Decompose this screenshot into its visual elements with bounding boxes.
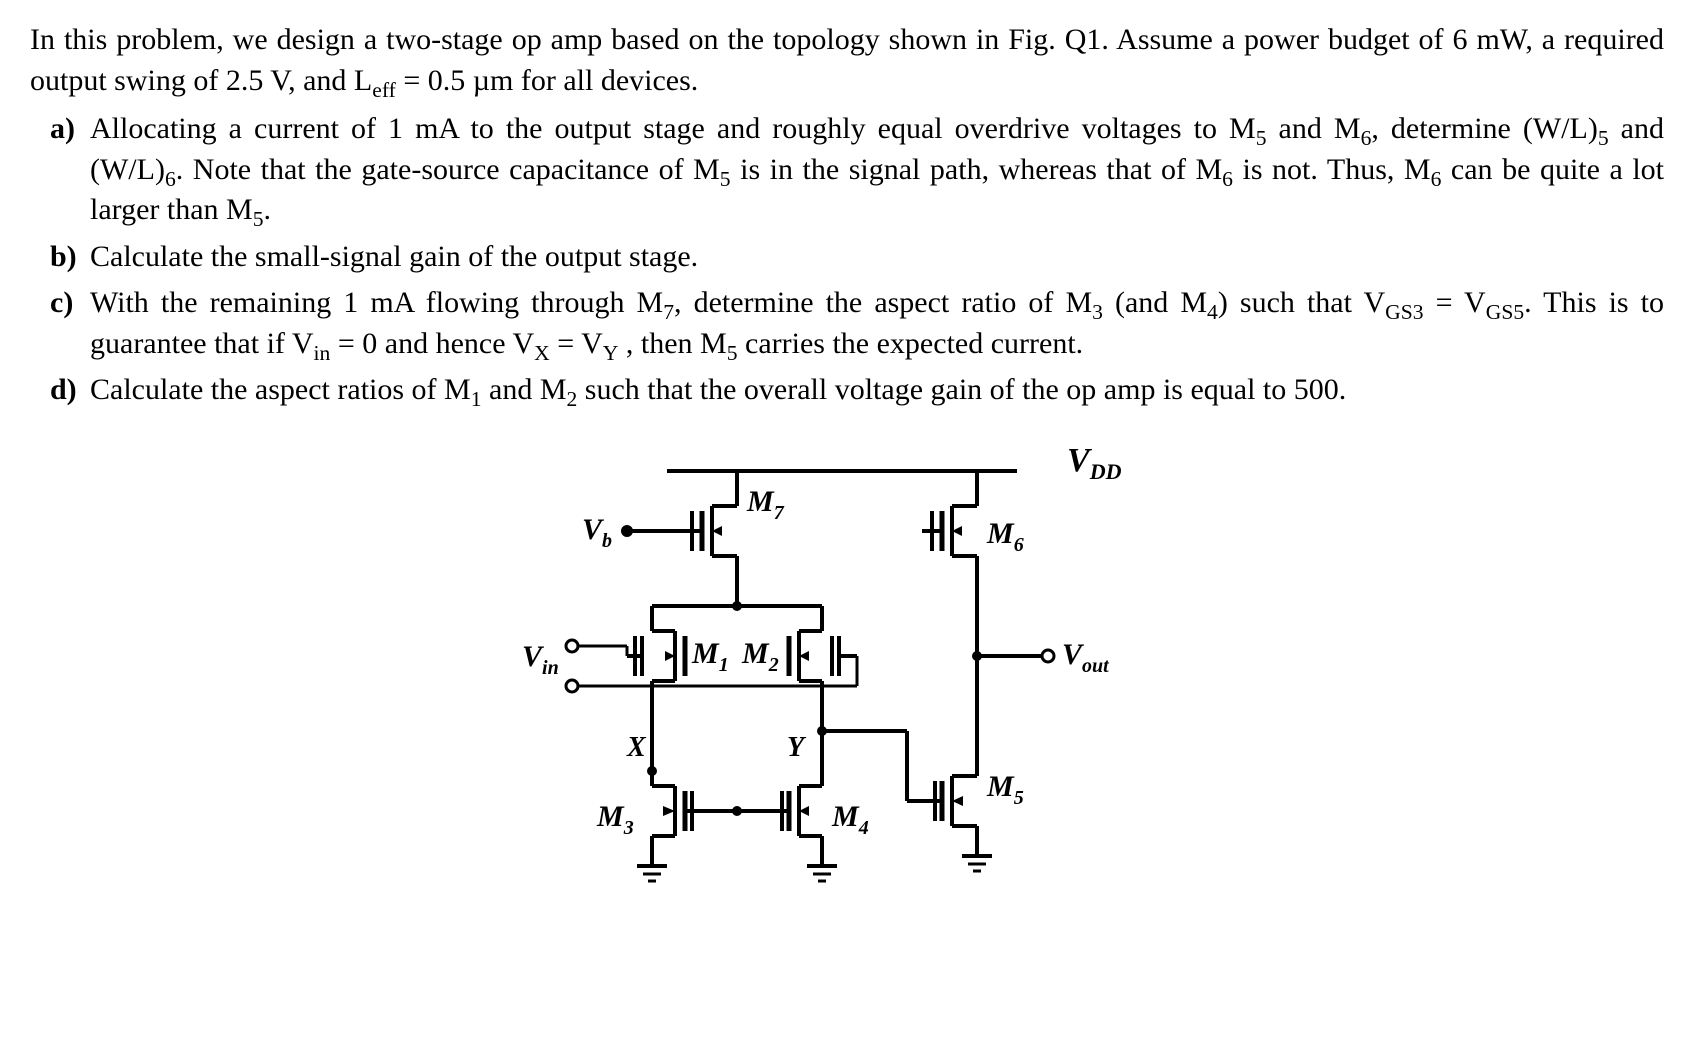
question-a-text: Allocating a current of 1 mA to the outp… [90, 112, 1664, 226]
question-c-label: c) [50, 283, 73, 324]
ground-m5 [962, 856, 992, 871]
m3-label: M3 [596, 800, 634, 839]
m4-label: M4 [831, 800, 869, 839]
m7-label: M7 [746, 485, 785, 524]
question-b-label: b) [50, 237, 77, 278]
node-y-label: Y [787, 732, 807, 763]
question-c-text: With the remaining 1 mA flowing through … [90, 286, 1664, 360]
m2-label: M2 [741, 637, 779, 676]
ground-m4 [807, 866, 837, 881]
question-list: a) Allocating a current of 1 mA to the o… [30, 109, 1664, 411]
node-x-label: X [626, 732, 647, 763]
page: In this problem, we design a two-stage o… [0, 0, 1694, 951]
question-c: c) With the remaining 1 mA flowing throu… [90, 283, 1664, 364]
circuit-figure: VDD M7 Vb [30, 431, 1664, 931]
m1-label: M1 [691, 637, 729, 676]
vb-label: Vb [582, 513, 612, 552]
vdd-label: VDD [1067, 442, 1122, 484]
transistor-m1 [627, 631, 685, 681]
question-d: d) Calculate the aspect ratios of M1 and… [90, 370, 1664, 411]
ground-m3 [637, 866, 667, 881]
vout-label: Vout [1062, 638, 1110, 677]
transistor-m2 [789, 631, 857, 681]
vin-label: Vin [522, 640, 559, 679]
transistor-m6 [922, 506, 977, 556]
transistor-m4 [757, 786, 822, 836]
question-a-label: a) [50, 109, 75, 150]
question-d-text: Calculate the aspect ratios of M1 and M2… [90, 373, 1346, 406]
vin-plus-terminal [566, 640, 578, 652]
m5-label: M5 [986, 770, 1024, 809]
question-d-label: d) [50, 370, 77, 411]
transistor-m5 [907, 776, 977, 826]
transistor-m3 [652, 786, 717, 836]
m6-label: M6 [986, 517, 1024, 556]
problem-intro: In this problem, we design a two-stage o… [30, 20, 1664, 101]
question-b: b) Calculate the small-signal gain of th… [90, 237, 1664, 278]
circuit-svg: VDD M7 Vb [487, 431, 1207, 931]
transistor-m7 [682, 506, 737, 556]
question-b-text: Calculate the small-signal gain of the o… [90, 240, 698, 273]
vout-terminal [1042, 650, 1054, 662]
vin-minus-terminal [566, 680, 578, 692]
question-a: a) Allocating a current of 1 mA to the o… [90, 109, 1664, 231]
